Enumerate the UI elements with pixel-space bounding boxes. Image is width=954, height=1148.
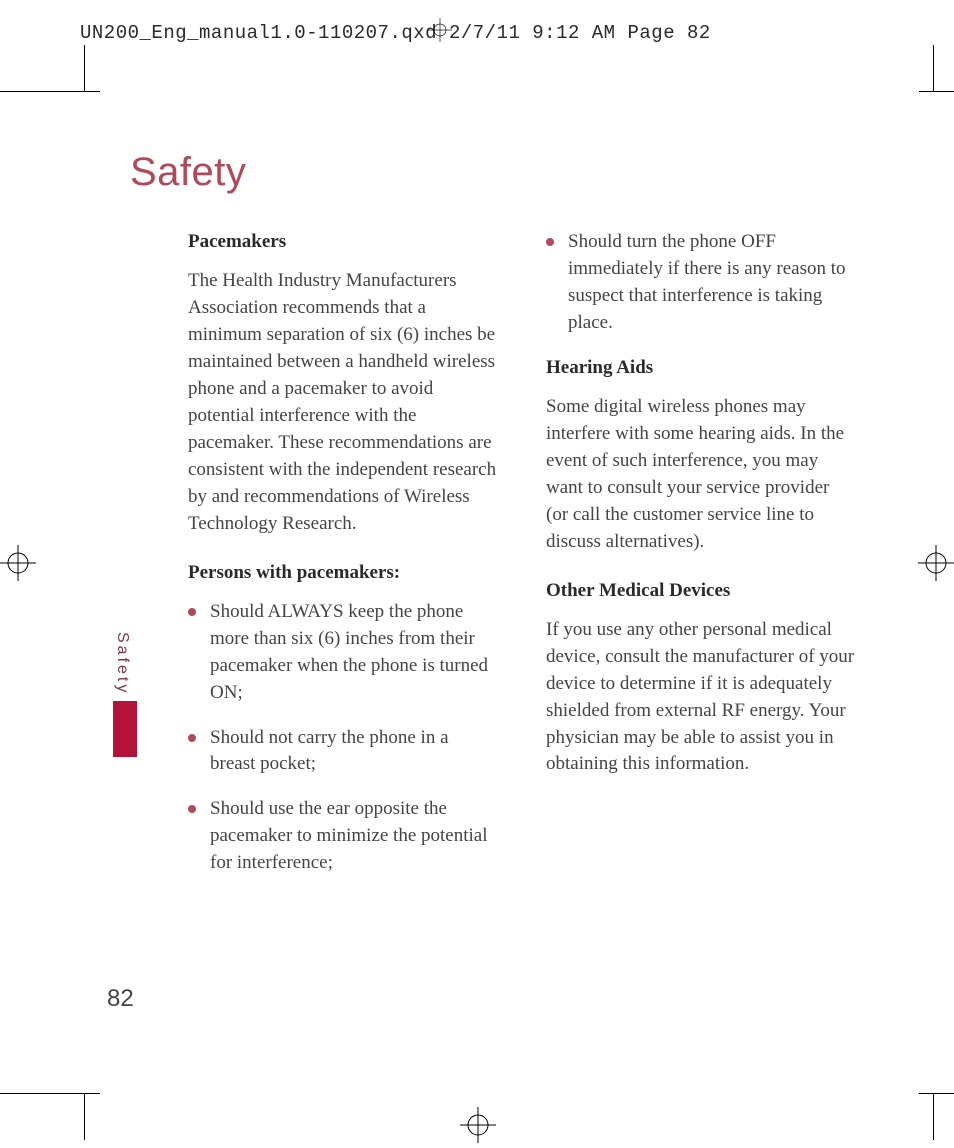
prepress-header: UN200_Eng_manual1.0-110207.qxd 2/7/11 9:…: [80, 22, 711, 44]
list-item: Should turn the phone OFF immediately if…: [546, 229, 856, 337]
page-content: Safety Pacemakers The Health Industry Ma…: [130, 150, 890, 895]
bullet-list-continued: Should turn the phone OFF immediately if…: [546, 229, 856, 337]
crop-mark-bottom-left: [0, 1060, 100, 1100]
heading-pacemakers: Pacemakers: [188, 229, 498, 256]
heading-hearing-aids: Hearing Aids: [546, 355, 856, 382]
heading-persons-with-pacemakers: Persons with pacemakers:: [188, 560, 498, 587]
left-column: Pacemakers The Health Industry Manufactu…: [188, 229, 498, 895]
crop-mark-bottom-right: [854, 1060, 954, 1100]
registration-mark-bottom-icon: [460, 1107, 496, 1143]
paragraph-pacemakers: The Health Industry Manufacturers Associ…: [188, 268, 498, 538]
page-number: 82: [107, 985, 134, 1013]
list-item: Should ALWAYS keep the phone more than s…: [188, 599, 498, 707]
two-column-layout: Pacemakers The Health Industry Manufactu…: [188, 229, 890, 895]
crop-mark-top-left: [0, 85, 100, 125]
paragraph-other-medical-devices: If you use any other personal medical de…: [546, 617, 856, 779]
paragraph-hearing-aids: Some digital wireless phones may interfe…: [546, 394, 856, 556]
bullet-list-pacemakers: Should ALWAYS keep the phone more than s…: [188, 599, 498, 878]
heading-other-medical-devices: Other Medical Devices: [546, 578, 856, 605]
right-column: Should turn the phone OFF immediately if…: [546, 229, 856, 895]
side-tab: Safety: [113, 632, 135, 757]
list-item: Should use the ear opposite the pacemake…: [188, 796, 498, 877]
side-tab-label: Safety: [113, 632, 131, 695]
registration-mark-top-icon: [428, 18, 452, 42]
list-item: Should not carry the phone in a breast p…: [188, 725, 498, 779]
registration-mark-left-icon: [0, 545, 36, 581]
side-tab-block: [113, 701, 137, 757]
crop-mark-top-right: [854, 85, 954, 125]
registration-mark-right-icon: [918, 545, 954, 581]
page-title: Safety: [130, 150, 890, 195]
